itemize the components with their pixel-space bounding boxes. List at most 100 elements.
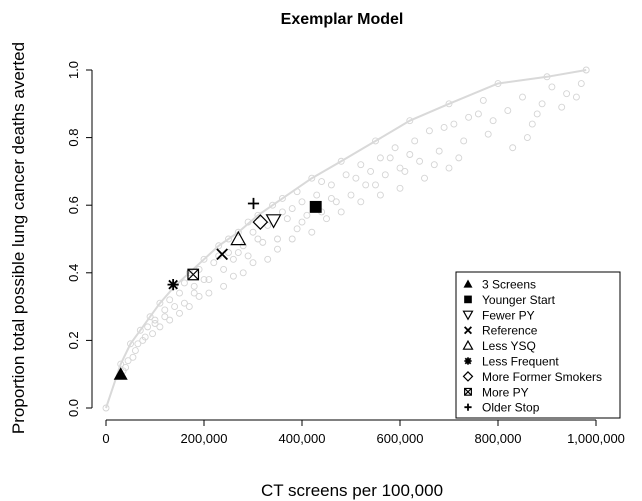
legend-label: 3 Screens	[482, 278, 536, 292]
background-point	[149, 330, 157, 338]
background-point	[440, 124, 448, 131]
background-point	[563, 90, 571, 98]
background-point	[215, 242, 223, 250]
background-point	[161, 313, 169, 321]
background-point	[200, 276, 208, 284]
background-point	[190, 289, 198, 297]
background-point	[425, 127, 433, 135]
background-point	[254, 235, 262, 243]
background-point	[134, 340, 142, 348]
background-point	[484, 130, 492, 138]
background-point	[509, 144, 517, 152]
background-point	[249, 259, 257, 267]
x-tick-label: 0	[102, 431, 109, 446]
younger-start-marker	[309, 200, 322, 213]
background-point	[313, 191, 321, 199]
background-point	[239, 269, 247, 277]
less-ysq-marker	[230, 230, 247, 246]
background-point	[303, 211, 311, 219]
background-point	[357, 198, 365, 206]
background-point	[283, 215, 291, 223]
legend-symbol	[462, 371, 474, 382]
background-point	[298, 218, 306, 226]
background-point	[558, 103, 566, 111]
background-point	[450, 120, 458, 128]
background-point	[421, 174, 428, 182]
background-point	[376, 191, 384, 199]
background-point	[465, 113, 473, 121]
background-point	[210, 259, 218, 267]
background-point	[144, 323, 152, 331]
background-point	[166, 296, 174, 304]
background-point	[308, 228, 316, 236]
legend-label: More Former Smokers	[482, 370, 602, 384]
background-point	[406, 117, 414, 125]
background-point	[386, 154, 394, 162]
background-point	[129, 353, 137, 361]
background-point	[176, 289, 183, 297]
background-point	[523, 134, 531, 142]
background-point	[460, 137, 468, 145]
background-point	[259, 238, 267, 246]
background-point	[151, 316, 159, 324]
chart-title: Exemplar Model	[281, 11, 404, 28]
background-point	[489, 117, 497, 125]
background-point	[396, 164, 404, 172]
background-point	[528, 120, 536, 128]
background-point	[249, 228, 257, 236]
background-point	[308, 174, 316, 182]
fewer-py-marker	[265, 214, 282, 229]
background-point	[269, 201, 277, 209]
background-point	[376, 154, 384, 162]
legend-symbol	[464, 357, 472, 365]
legend-symbol	[464, 403, 472, 411]
y-tick-label: 0.2	[66, 331, 81, 349]
legend-symbol	[464, 387, 472, 396]
background-point	[391, 144, 399, 152]
legend-symbol	[462, 339, 474, 350]
background-point	[504, 107, 512, 115]
background-point	[161, 306, 169, 314]
background-point	[430, 161, 438, 169]
y-tick-label: 0.8	[66, 129, 81, 147]
reference-marker	[216, 248, 229, 261]
background-point	[342, 171, 350, 179]
background-point	[229, 255, 237, 263]
legend-symbol	[462, 310, 474, 321]
background-point	[372, 181, 379, 189]
x-tick-label: 200,000	[181, 431, 228, 446]
x-tick-label: 400,000	[279, 431, 326, 446]
background-point	[244, 252, 252, 260]
background-point	[572, 93, 580, 101]
3-screens-marker	[113, 367, 128, 380]
background-point	[229, 272, 237, 280]
background-point	[274, 245, 281, 253]
background-point	[220, 282, 228, 290]
background-point	[185, 303, 193, 311]
background-point	[225, 249, 232, 256]
background-point	[176, 309, 183, 317]
background-point	[195, 293, 203, 300]
background-point	[225, 235, 232, 243]
background-point	[293, 225, 301, 233]
legend-label: Older Stop	[482, 401, 540, 415]
background-point	[124, 357, 132, 365]
background-point	[146, 313, 154, 321]
background-point	[357, 161, 365, 169]
background-point	[156, 299, 164, 307]
background-point	[136, 326, 144, 334]
older-stop-marker	[247, 197, 260, 210]
background-point	[234, 249, 242, 256]
background-point	[396, 184, 404, 192]
background-point	[278, 194, 286, 202]
background-point	[156, 323, 164, 331]
less-frequent-marker	[167, 279, 179, 291]
background-point	[166, 316, 174, 324]
background-point	[323, 215, 330, 223]
x-axis-title: CT screens per 100,000	[261, 481, 443, 500]
background-point	[577, 80, 585, 87]
highlighted-scenarios	[113, 197, 322, 380]
background-point	[127, 340, 134, 348]
background-point	[445, 100, 453, 108]
